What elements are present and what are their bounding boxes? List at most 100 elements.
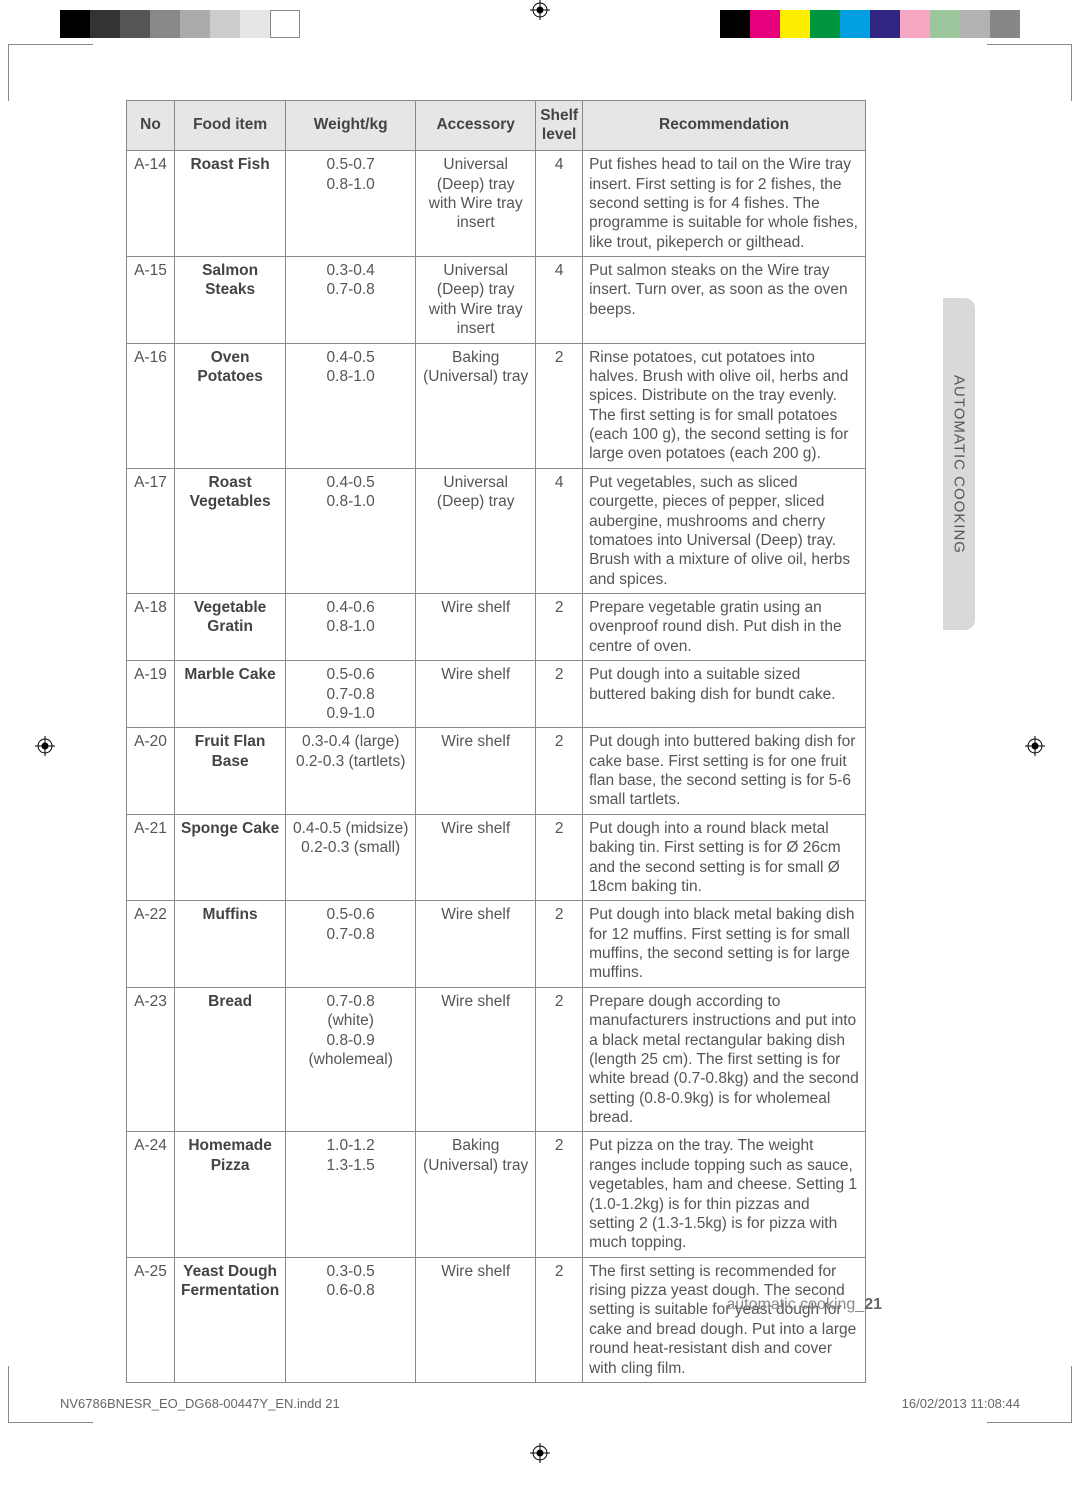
swatch [990,10,1020,38]
indd-timestamp: 16/02/2013 11:08:44 [902,1396,1020,1411]
cell-rec: The first setting is recommended for ris… [583,1257,866,1382]
swatch [750,10,780,38]
cell-no: A-20 [127,728,175,815]
swatch [810,10,840,38]
registration-mark-icon [530,0,550,20]
cell-no: A-23 [127,987,175,1132]
cell-weight: 0.5-0.70.8-1.0 [286,151,416,257]
cell-accessory: Universal (Deep) tray with Wire tray ins… [416,151,536,257]
crop-mark [8,44,9,101]
cell-rec: Put pizza on the tray. The weight ranges… [583,1132,866,1257]
cell-no: A-25 [127,1257,175,1382]
cell-no: A-19 [127,661,175,728]
col-header-no: No [127,101,175,151]
cell-no: A-17 [127,468,175,593]
crop-mark [1071,1366,1072,1423]
cell-food: Bread [175,987,286,1132]
cell-rec: Rinse potatoes, cut potatoes into halves… [583,343,866,468]
crop-mark [987,1422,1072,1423]
cell-accessory: Wire shelf [416,987,536,1132]
crop-mark [1071,44,1072,101]
table-row: A-19Marble Cake0.5-0.60.7-0.80.9-1.0Wire… [127,661,866,728]
cell-shelf: 2 [536,987,583,1132]
table-row: A-17Roast Vegetables0.4-0.50.8-1.0Univer… [127,468,866,593]
swatch [150,10,180,38]
cell-weight: 0.5-0.60.7-0.8 [286,901,416,988]
cell-weight: 0.3-0.50.6-0.8 [286,1257,416,1382]
registration-mark-icon [1025,736,1045,756]
cell-shelf: 4 [536,257,583,344]
swatch [60,10,90,38]
swatch [720,10,750,38]
cell-rec: Put salmon steaks on the Wire tray inser… [583,257,866,344]
indesign-slug: NV6786BNESR_EO_DG68-00447Y_EN.indd 21 16… [60,1396,1020,1411]
col-header-weight: Weight/kg [286,101,416,151]
table-row: A-18Vegetable Gratin0.4-0.60.8-1.0Wire s… [127,594,866,661]
cell-no: A-22 [127,901,175,988]
cell-rec: Put fishes head to tail on the Wire tray… [583,151,866,257]
cell-rec: Put dough into black metal baking dish f… [583,901,866,988]
cell-weight: 0.4-0.50.8-1.0 [286,468,416,593]
cell-no: A-18 [127,594,175,661]
swatch [270,10,300,38]
cell-food: Roast Vegetables [175,468,286,593]
crop-mark [8,1422,93,1423]
swatch [90,10,120,38]
footer-section-name: automatic cooking_ [726,1296,864,1313]
cell-food: Marble Cake [175,661,286,728]
cell-shelf: 4 [536,468,583,593]
cell-rec: Prepare vegetable gratin using an ovenpr… [583,594,866,661]
cell-shelf: 2 [536,1132,583,1257]
cell-rec: Put dough into a suitable sized buttered… [583,661,866,728]
swatch [210,10,240,38]
cell-weight: 0.4-0.5 (midsize)0.2-0.3 (small) [286,814,416,901]
table-header-row: No Food item Weight/kg Accessory Shelf l… [127,101,866,151]
table-row: A-20Fruit Flan Base0.3-0.4 (large)0.2-0.… [127,728,866,815]
col-header-shelf: Shelf level [536,101,583,151]
cell-shelf: 2 [536,728,583,815]
cell-accessory: Wire shelf [416,1257,536,1382]
registration-mark-icon [35,736,55,756]
cell-weight: 0.5-0.60.7-0.80.9-1.0 [286,661,416,728]
cell-shelf: 2 [536,814,583,901]
cell-food: Homemade Pizza [175,1132,286,1257]
cell-accessory: Wire shelf [416,594,536,661]
cell-food: Yeast Dough Fermentation [175,1257,286,1382]
crop-mark [987,44,1072,45]
table-row: A-14Roast Fish0.5-0.70.8-1.0Universal (D… [127,151,866,257]
cell-food: Roast Fish [175,151,286,257]
cell-accessory: Universal (Deep) tray with Wire tray ins… [416,257,536,344]
col-header-accessory: Accessory [416,101,536,151]
table-row: A-15Salmon Steaks0.3-0.40.7-0.8Universal… [127,257,866,344]
col-header-food: Food item [175,101,286,151]
cell-food: Oven Potatoes [175,343,286,468]
cell-shelf: 2 [536,901,583,988]
table-row: A-22Muffins0.5-0.60.7-0.8Wire shelf2Put … [127,901,866,988]
footer-page-number: 21 [864,1296,882,1313]
cell-food: Sponge Cake [175,814,286,901]
table-row: A-16Oven Potatoes0.4-0.50.8-1.0Baking (U… [127,343,866,468]
swatch [900,10,930,38]
cell-rec: Prepare dough according to manufacturers… [583,987,866,1132]
swatch [840,10,870,38]
cell-rec: Put vegetables, such as sliced courgette… [583,468,866,593]
cell-shelf: 2 [536,594,583,661]
swatch [780,10,810,38]
col-header-rec: Recommendation [583,101,866,151]
cell-rec: Put dough into a round black metal bakin… [583,814,866,901]
cell-shelf: 2 [536,343,583,468]
cell-accessory: Universal (Deep) tray [416,468,536,593]
cell-no: A-24 [127,1132,175,1257]
cell-accessory: Wire shelf [416,814,536,901]
swatch [870,10,900,38]
cell-no: A-16 [127,343,175,468]
cell-no: A-15 [127,257,175,344]
cell-weight: 0.4-0.50.8-1.0 [286,343,416,468]
cell-food: Vegetable Gratin [175,594,286,661]
swatch [180,10,210,38]
cell-accessory: Wire shelf [416,661,536,728]
cell-accessory: Baking (Universal) tray [416,343,536,468]
cooking-table: No Food item Weight/kg Accessory Shelf l… [126,100,866,1383]
section-tab-label: AUTOMATIC COOKING [951,375,968,554]
page-footer: automatic cooking_21 [726,1296,882,1314]
